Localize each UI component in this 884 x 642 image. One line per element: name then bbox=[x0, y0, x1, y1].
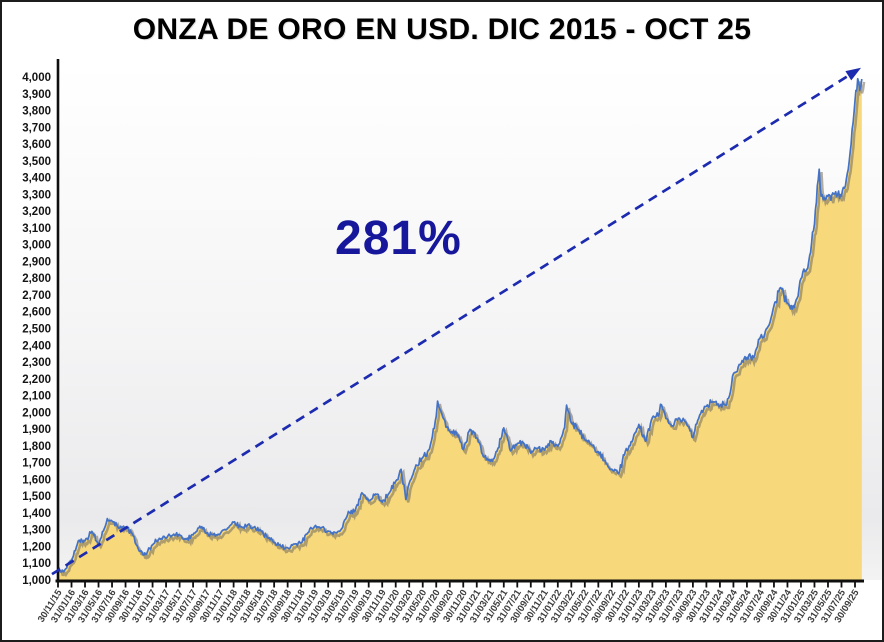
svg-text:3,300: 3,300 bbox=[22, 189, 51, 201]
svg-text:1,100: 1,100 bbox=[22, 558, 51, 570]
svg-text:3,200: 3,200 bbox=[22, 206, 51, 218]
svg-text:3,100: 3,100 bbox=[22, 223, 51, 235]
price-line-shadow bbox=[59, 81, 866, 578]
svg-text:1,500: 1,500 bbox=[22, 491, 51, 503]
svg-text:1,200: 1,200 bbox=[22, 541, 51, 553]
svg-text:2,500: 2,500 bbox=[22, 324, 51, 336]
svg-text:1,600: 1,600 bbox=[22, 474, 51, 486]
trend-arrow-line bbox=[51, 72, 853, 576]
growth-percentage-label: 281% bbox=[335, 212, 462, 265]
y-axis-labels: 1,000 1,100 1,200 1,300 1,400 1,500 1,600 1,700… bbox=[22, 72, 51, 587]
trend-arrow-head bbox=[845, 67, 862, 81]
svg-text:2,800: 2,800 bbox=[22, 273, 51, 285]
svg-text:3,600: 3,600 bbox=[22, 139, 51, 151]
svg-text:4,000: 4,000 bbox=[22, 72, 51, 84]
chart-title: ONZA DE ORO EN USD. DIC 2015 - OCT 25 bbox=[132, 13, 752, 46]
svg-text:1,800: 1,800 bbox=[22, 441, 51, 453]
svg-text:3,700: 3,700 bbox=[22, 122, 51, 134]
svg-text:1,700: 1,700 bbox=[22, 458, 51, 470]
svg-text:2,200: 2,200 bbox=[22, 374, 51, 386]
svg-text:1,300: 1,300 bbox=[22, 525, 51, 537]
price-area bbox=[58, 78, 862, 580]
svg-text:1,400: 1,400 bbox=[22, 508, 51, 520]
x-axis-ticks bbox=[57, 582, 856, 588]
svg-text:2,600: 2,600 bbox=[22, 307, 51, 319]
svg-text:1,000: 1,000 bbox=[22, 575, 51, 587]
svg-text:3,000: 3,000 bbox=[22, 240, 51, 252]
svg-text:3,800: 3,800 bbox=[22, 106, 51, 118]
svg-text:3,900: 3,900 bbox=[22, 89, 51, 101]
svg-text:2,300: 2,300 bbox=[22, 357, 51, 369]
svg-text:3,400: 3,400 bbox=[22, 173, 51, 185]
price-line bbox=[57, 77, 863, 573]
svg-text:2,700: 2,700 bbox=[22, 290, 51, 302]
svg-text:1,900: 1,900 bbox=[22, 424, 51, 436]
svg-text:3,500: 3,500 bbox=[22, 156, 51, 168]
svg-text:2,400: 2,400 bbox=[22, 340, 51, 352]
x-axis-labels: 30/11/1531/01/1631/03/1631/05/1631/07/16… bbox=[36, 587, 862, 625]
svg-text:2,900: 2,900 bbox=[22, 256, 51, 268]
svg-text:2,100: 2,100 bbox=[22, 391, 51, 403]
svg-text:2,000: 2,000 bbox=[22, 407, 51, 419]
